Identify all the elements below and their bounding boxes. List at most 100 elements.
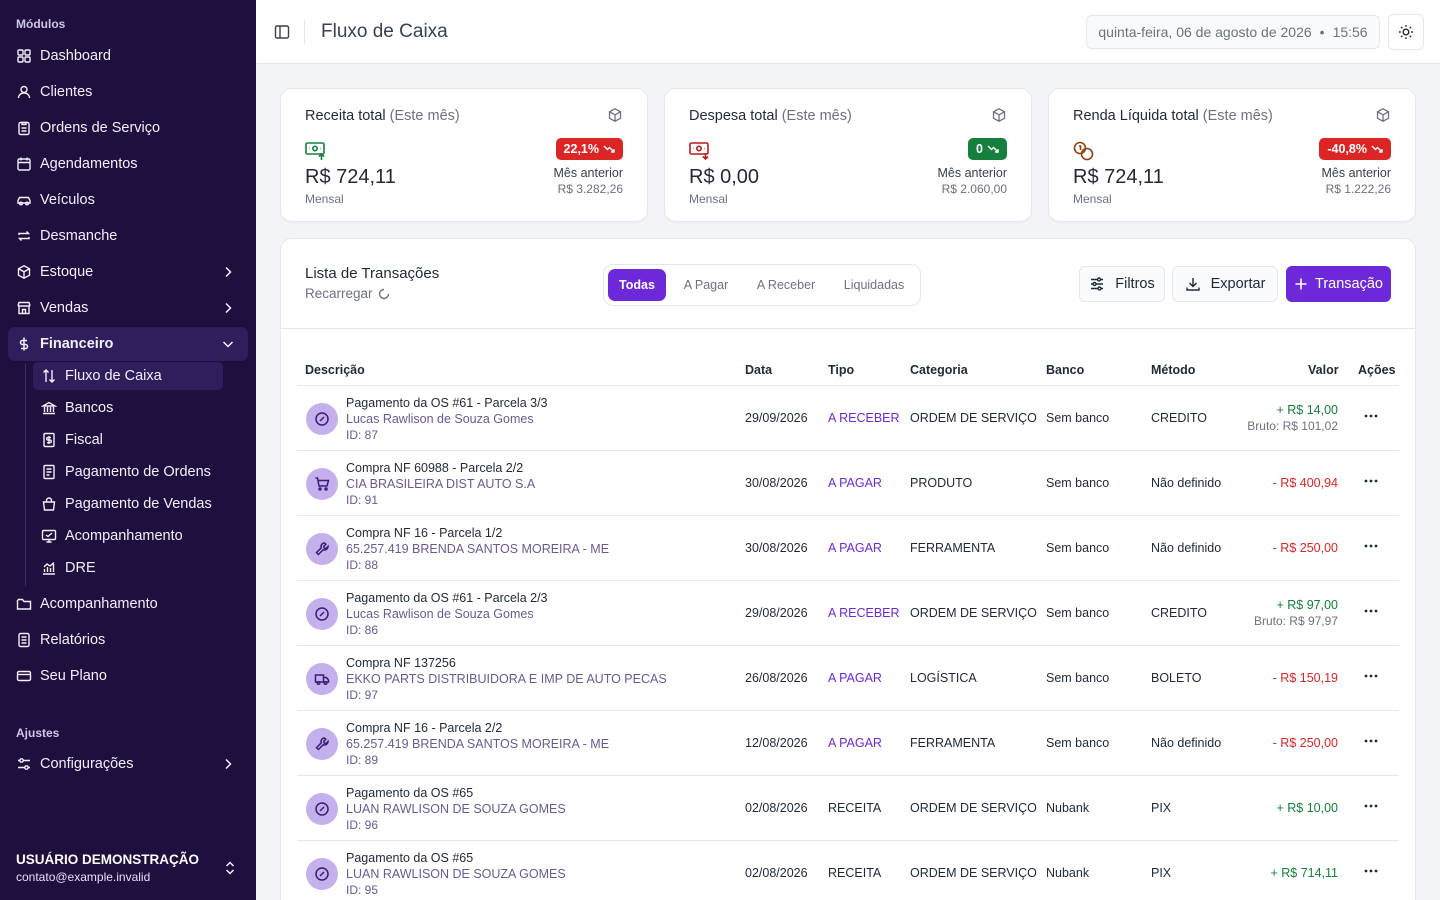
row-bank: Sem banco <box>1046 736 1110 750</box>
chart-icon <box>41 560 57 576</box>
filters-button[interactable]: Filtros <box>1079 266 1165 302</box>
sidebar-subitem-pagamento-vendas[interactable]: Pagamento de Vendas <box>33 490 223 518</box>
row-date: 30/08/2026 <box>745 541 808 555</box>
theme-toggle-button[interactable] <box>1388 14 1424 50</box>
sidebar-item-configuracoes[interactable]: Configurações <box>8 747 248 781</box>
sidebar: Módulos Dashboard Clientes Ordens de Ser… <box>0 0 256 900</box>
row-method: CREDITO <box>1151 606 1208 620</box>
tab-liquidadas[interactable]: Liquidadas <box>843 278 905 292</box>
row-party: CIA BRASILEIRA DIST AUTO S.A <box>346 477 536 491</box>
sidebar-item-vendas[interactable]: Vendas <box>8 291 248 325</box>
card-period: (Este mês) <box>1202 108 1273 124</box>
table-row[interactable]: Compra NF 16 - Parcela 1/2 65.257.419 BRE… <box>297 516 1399 581</box>
cube-icon <box>608 108 622 122</box>
trending-down-icon <box>987 145 999 153</box>
row-date: 12/08/2026 <box>745 736 808 750</box>
more-actions-icon[interactable] <box>1363 603 1379 619</box>
row-method: Não definido <box>1151 541 1222 555</box>
document-icon <box>41 464 57 480</box>
column-header-valor: Valor <box>1308 363 1339 377</box>
card-value: R$ 0,00 <box>689 166 760 188</box>
sidebar-item-dashboard[interactable]: Dashboard <box>8 39 248 73</box>
more-actions-icon[interactable] <box>1363 473 1379 489</box>
row-method: PIX <box>1151 801 1172 815</box>
trend-badge: 0 <box>968 138 1007 160</box>
card-subtitle: Mensal <box>1073 192 1112 206</box>
table-row[interactable]: Compra NF 16 - Parcela 2/2 65.257.419 BRE… <box>297 711 1399 776</box>
table-row[interactable]: Pagamento da OS #61 - Parcela 2/3 Lucas R… <box>297 581 1399 646</box>
sidebar-subitem-label: Pagamento de Ordens <box>65 464 211 480</box>
user-profile[interactable]: USUÁRIO DEMONSTRAÇÃO contato@example.inv… <box>16 852 199 884</box>
sidebar-item-veiculos[interactable]: Veículos <box>8 183 248 217</box>
column-header-categoria: Categoria <box>910 363 968 377</box>
sidebar-item-acompanhamento[interactable]: Acompanhamento <box>8 587 248 621</box>
tab-a-receber[interactable]: A Receber <box>756 278 816 292</box>
sidebar-section-modules: Módulos <box>16 17 66 31</box>
reload-link[interactable]: Recarregar <box>305 286 390 301</box>
row-party: EKKO PARTS DISTRIBUIDORA E IMP DE AUTO P… <box>346 672 667 686</box>
sun-icon <box>1399 25 1413 39</box>
sidebar-item-relatorios[interactable]: Relatórios <box>8 623 248 657</box>
tab-todas[interactable]: Todas <box>608 269 666 301</box>
row-description: Pagamento da OS #61 - Parcela 3/3 <box>346 396 548 410</box>
table-header-divider <box>297 385 1399 386</box>
page-title: Fluxo de Caixa <box>321 21 448 42</box>
sidebar-subitem-dre[interactable]: DRE <box>33 554 223 582</box>
box-icon <box>16 264 32 280</box>
sidebar-item-label: Clientes <box>40 84 93 100</box>
sidebar-item-financeiro[interactable]: Financeiro <box>8 327 248 361</box>
more-actions-icon[interactable] <box>1363 668 1379 684</box>
more-actions-icon[interactable] <box>1363 538 1379 554</box>
sidebar-item-estoque[interactable]: Estoque <box>8 255 248 289</box>
row-description: Compra NF 16 - Parcela 2/2 <box>346 721 503 735</box>
row-method: BOLETO <box>1151 671 1202 685</box>
row-id: ID: 95 <box>346 883 379 897</box>
row-category: ORDEM DE SERVIÇO <box>910 866 1037 880</box>
table-row[interactable]: Pagamento da OS #65 LUAN RAWLISON DE SOUZ… <box>297 841 1399 900</box>
more-actions-icon[interactable] <box>1363 863 1379 879</box>
sidebar-subitem-fluxo-de-caixa[interactable]: Fluxo de Caixa <box>33 362 223 390</box>
chevron-right-icon <box>225 758 232 770</box>
sidebar-toggle-icon[interactable] <box>274 24 290 40</box>
new-transaction-button[interactable]: Transação <box>1286 266 1391 302</box>
sidebar-item-clientes[interactable]: Clientes <box>8 75 248 109</box>
row-method: Não definido <box>1151 476 1222 490</box>
date-time-display: quinta-feira, 06 de agosto de 2026 • 15:… <box>1086 15 1380 49</box>
sidebar-item-agendamentos[interactable]: Agendamentos <box>8 147 248 181</box>
row-party: LUAN RAWLISON DE SOUZA GOMES <box>346 867 566 881</box>
sidebar-subitem-fiscal[interactable]: Fiscal <box>33 426 223 454</box>
store-icon <box>16 300 32 316</box>
card-receita-total: Receita total (Este mês) R$ 724,11 Mensa… <box>280 88 648 222</box>
row-value: - R$ 400,94 <box>1272 476 1338 490</box>
row-bank: Sem banco <box>1046 476 1110 490</box>
sidebar-item-label: Desmanche <box>40 228 118 244</box>
table-row[interactable]: Compra NF 137256 EKKO PARTS DISTRIBUIDORA… <box>297 646 1399 711</box>
row-method: PIX <box>1151 866 1172 880</box>
sidebar-subitem-bancos[interactable]: Bancos <box>33 394 223 422</box>
table-row[interactable]: Pagamento da OS #65 LUAN RAWLISON DE SOUZ… <box>297 776 1399 841</box>
chevron-right-icon <box>225 302 232 314</box>
repeat-icon <box>16 228 32 244</box>
export-button[interactable]: Exportar <box>1172 266 1278 302</box>
sidebar-item-ordens[interactable]: Ordens de Serviço <box>8 111 248 145</box>
sidebar-item-desmanche[interactable]: Desmanche <box>8 219 248 253</box>
row-bank: Sem banco <box>1046 671 1110 685</box>
row-category: PRODUTO <box>910 476 973 490</box>
car-icon <box>16 192 32 208</box>
sidebar-item-label: Estoque <box>40 264 94 280</box>
sidebar-item-seu-plano[interactable]: Seu Plano <box>8 659 248 693</box>
row-description: Pagamento da OS #65 <box>346 851 474 865</box>
table-row[interactable]: Pagamento da OS #61 - Parcela 3/3 Lucas R… <box>297 386 1399 451</box>
more-actions-icon[interactable] <box>1363 733 1379 749</box>
row-value: + R$ 97,00 <box>1276 598 1338 612</box>
sidebar-item-label: Seu Plano <box>40 668 107 684</box>
more-actions-icon[interactable] <box>1363 798 1379 814</box>
cube-icon <box>1376 108 1390 122</box>
table-row[interactable]: Compra NF 60988 - Parcela 2/2 CIA BRASILE… <box>297 451 1399 516</box>
chevrons-up-down-icon[interactable] <box>222 860 238 876</box>
tab-a-pagar[interactable]: A Pagar <box>683 278 729 292</box>
sidebar-subitem-acompanhamento[interactable]: Acompanhamento <box>33 522 223 550</box>
more-actions-icon[interactable] <box>1363 408 1379 424</box>
sidebar-subitem-pagamento-ordens[interactable]: Pagamento de Ordens <box>33 458 223 486</box>
column-header-acoes: Ações <box>1358 363 1396 377</box>
